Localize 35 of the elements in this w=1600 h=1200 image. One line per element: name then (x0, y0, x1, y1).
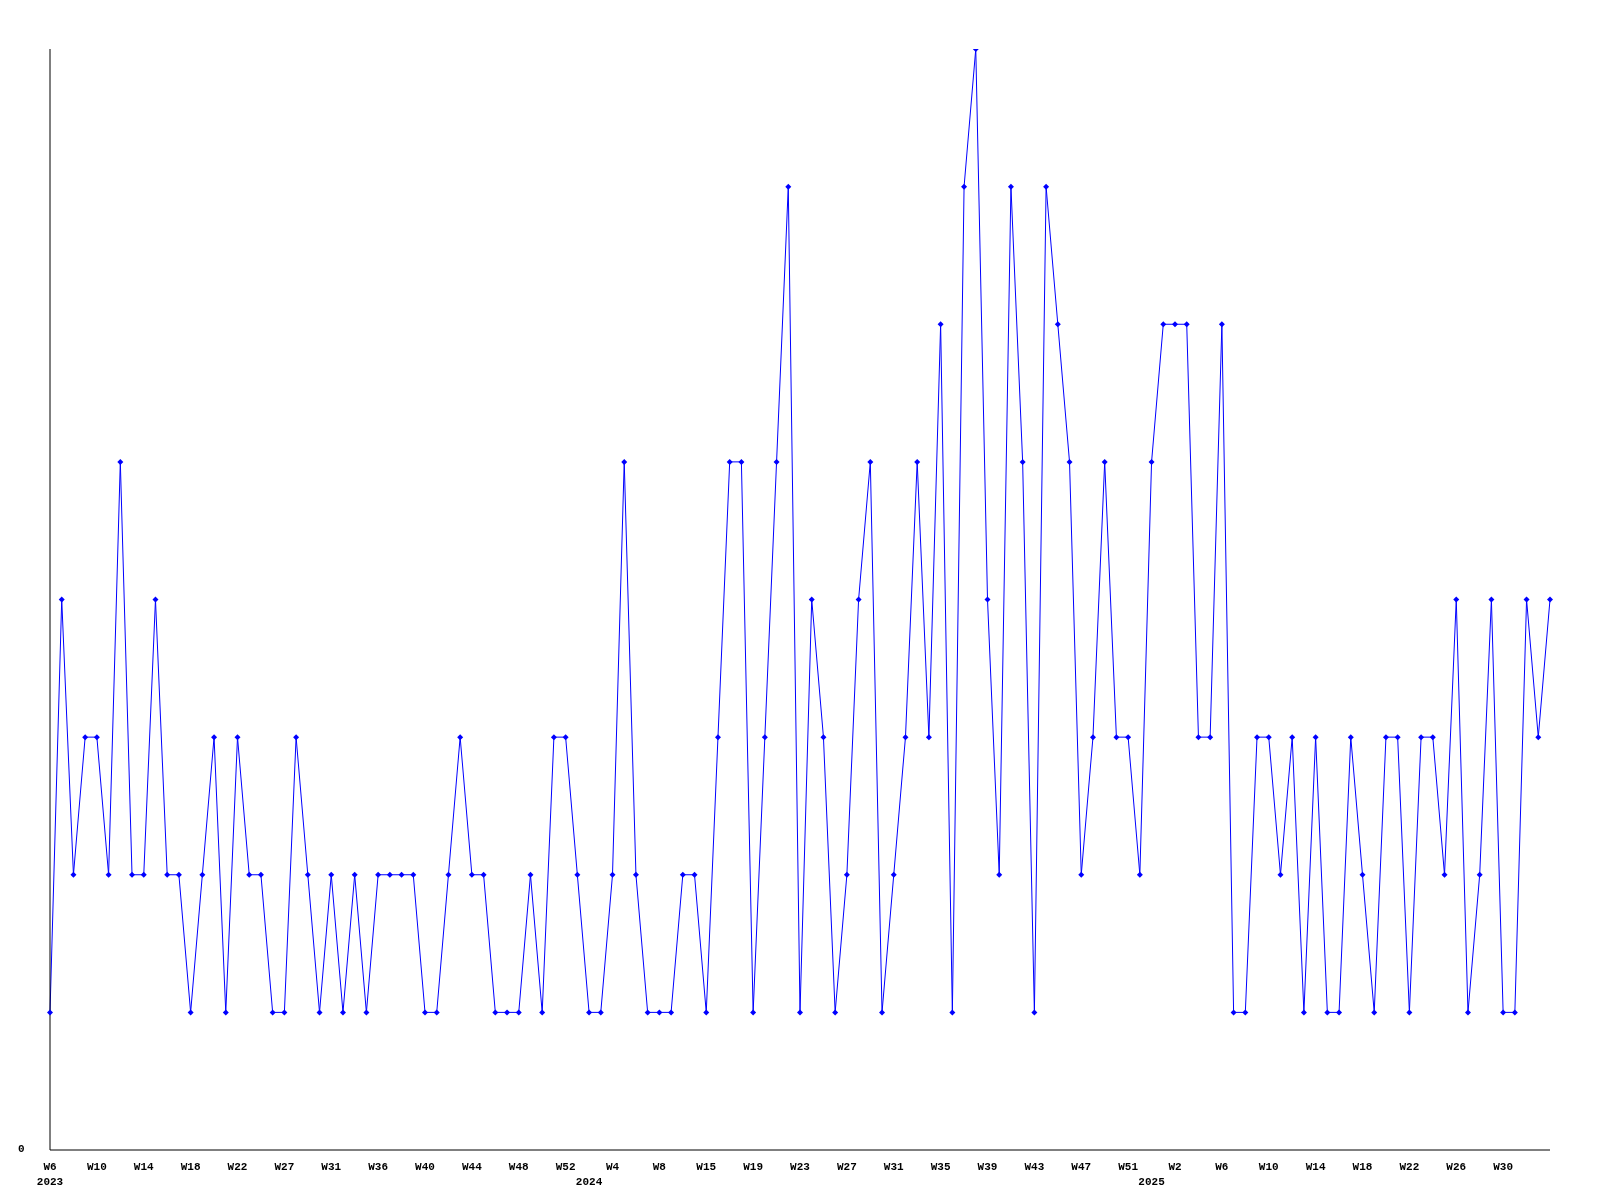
x-tick-label: W48 (508, 1161, 530, 1173)
x-tick-label: W23 (790, 1161, 811, 1173)
x-tick-label: W39 (977, 1161, 998, 1173)
x-tick-label: W10 (1258, 1161, 1279, 1173)
x-tick-label: W27 (274, 1161, 295, 1173)
x-tick-label: W2 (1168, 1161, 1182, 1173)
x-tick-label: W36 (368, 1161, 389, 1173)
x-tick-label: W51 (1118, 1161, 1139, 1173)
x-tick-label: W4 (605, 1161, 620, 1173)
x-tick-label: W14 (133, 1161, 155, 1173)
x-tick-label: W27 (836, 1161, 857, 1173)
x-tick-label: W19 (743, 1161, 764, 1173)
x-tick-label: W31 (321, 1161, 342, 1173)
x-tick-label: W15 (696, 1161, 717, 1173)
x-tick-label: 2024 (575, 1176, 603, 1188)
x-tick-label: W8 (652, 1161, 667, 1173)
x-tick-label: W30 (1493, 1161, 1514, 1173)
x-tick-label: W31 (883, 1161, 905, 1173)
x-tick-label: W43 (1024, 1161, 1045, 1173)
x-tick-label: W47 (1071, 1161, 1092, 1173)
x-tick-label: W22 (1399, 1161, 1420, 1173)
x-tick-label: W6 (1215, 1161, 1229, 1173)
x-tick-label: W26 (1446, 1161, 1467, 1173)
x-tick-label: W10 (86, 1161, 107, 1173)
x-tick-label: W52 (555, 1161, 576, 1173)
x-tick-label: W14 (1305, 1161, 1326, 1173)
x-tick-label: W35 (930, 1161, 951, 1173)
x-tick-label: W44 (461, 1161, 483, 1173)
x-tick-label: W22 (227, 1161, 248, 1173)
x-tick-label: W40 (415, 1161, 435, 1173)
x-tick-label: 2025 (1138, 1176, 1166, 1188)
x-tick-label: W18 (180, 1161, 201, 1173)
x-tick-label: W18 (1352, 1161, 1373, 1173)
text: 0 (18, 1143, 25, 1155)
x-tick-label: W6 2023 (36, 1161, 64, 1188)
